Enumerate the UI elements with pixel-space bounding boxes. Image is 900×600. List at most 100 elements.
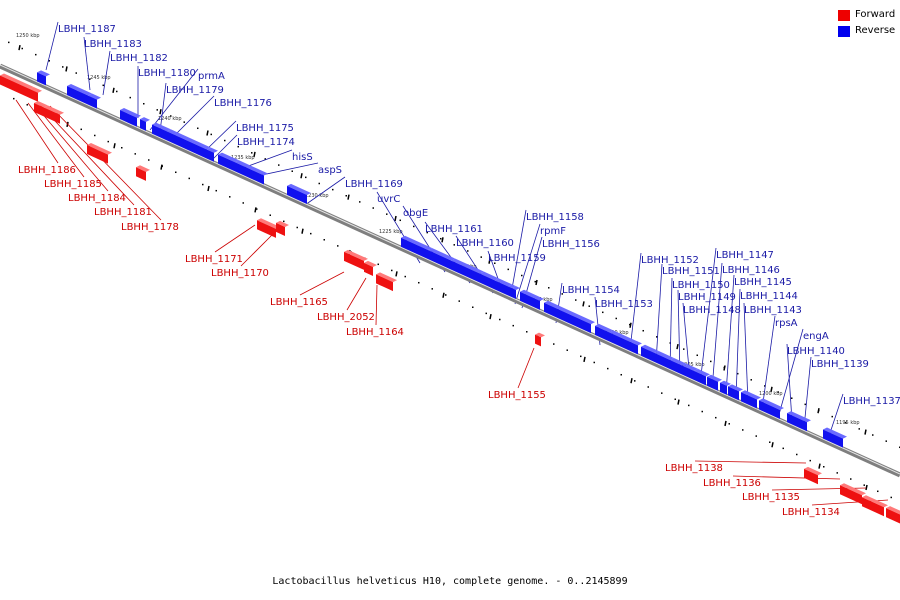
- tick-dot: [575, 299, 577, 301]
- reverse-legend-swatch: [838, 26, 850, 37]
- tick-dot: [701, 410, 703, 413]
- genome-line: [0, 63, 900, 478]
- gene-label: LBHH_1182: [110, 53, 168, 64]
- reverse-gene-arrow: [609, 330, 642, 355]
- tick-dot: [764, 385, 766, 387]
- tick-dot: [256, 208, 258, 210]
- tick-dot: [472, 306, 474, 308]
- tick-dot: [858, 428, 860, 430]
- gene-face: [759, 400, 780, 419]
- tick-dot: [148, 159, 150, 161]
- forward-gene-arrow: [87, 143, 112, 164]
- gene-top-face: [120, 108, 141, 118]
- gene-label: LBHH_1134: [782, 507, 840, 518]
- major-tick: [347, 194, 350, 200]
- gene-face: [655, 353, 670, 369]
- leader-line: [346, 277, 367, 311]
- gene-face: [728, 386, 739, 401]
- tick-dot: [337, 245, 339, 247]
- gene-face: [136, 167, 146, 181]
- tick-dot: [836, 472, 838, 474]
- gene-face: [87, 145, 108, 164]
- major-tick: [441, 237, 444, 243]
- leader-line: [669, 277, 673, 371]
- tick-dot: [593, 361, 595, 364]
- tick-dot: [224, 139, 226, 142]
- tick-dot: [323, 239, 325, 241]
- reverse-gene-arrow: [37, 70, 50, 86]
- gene-face: [707, 376, 718, 391]
- scale-label: 1230 kbp: [305, 193, 329, 199]
- tick-dot: [863, 484, 865, 486]
- gene-label: LBHH_1185: [44, 179, 102, 190]
- tick-dot: [116, 90, 118, 93]
- reverse-gene-arrow: [728, 384, 743, 401]
- scale-label: 1200 kbp: [759, 391, 783, 397]
- leader-line: [655, 263, 663, 364]
- tick-dot: [823, 466, 825, 468]
- major-tick: [300, 173, 303, 179]
- tick-dot: [656, 336, 658, 338]
- tick-dot: [494, 262, 496, 264]
- gene-face: [44, 107, 60, 124]
- major-tick: [723, 365, 726, 371]
- forward-gene-arrow: [840, 483, 866, 505]
- reverse-gene-arrow: [152, 122, 171, 141]
- forward-gene-arrow: [34, 100, 48, 117]
- gene-face: [495, 280, 508, 296]
- tick-dot: [431, 288, 433, 290]
- major-tick: [254, 207, 257, 213]
- leader-line: [829, 393, 844, 434]
- gene-top-face: [235, 160, 268, 176]
- gene-label: LBHH_1136: [703, 478, 761, 489]
- tick-dot: [269, 214, 271, 216]
- gene-top-face: [207, 147, 218, 153]
- gene-top-face: [401, 235, 432, 251]
- tick-dot: [602, 311, 604, 314]
- leader-line: [694, 460, 807, 464]
- reverse-gene-arrow: [707, 374, 722, 391]
- gene-face: [344, 251, 364, 270]
- tick-dot: [445, 294, 447, 296]
- reverse-gene-arrow: [401, 235, 432, 260]
- tick-dot: [359, 201, 361, 203]
- leader-line: [743, 302, 749, 404]
- gene-face: [401, 237, 428, 260]
- gene-face: [276, 222, 285, 237]
- gene-label: LBHH_1174: [237, 137, 295, 148]
- tick-dot: [13, 97, 15, 100]
- reverse-gene-arrow: [655, 351, 674, 369]
- tick-dot: [48, 60, 50, 62]
- leader-line: [517, 347, 535, 389]
- gene-top-face: [787, 411, 811, 423]
- major-tick: [160, 164, 163, 170]
- gene-label: LBHH_1137: [843, 396, 900, 407]
- gene-label: LBHH_1150: [672, 280, 730, 291]
- forward-gene-arrow: [376, 272, 397, 292]
- reverse-gene-arrow: [520, 289, 544, 310]
- reverse-gene-arrow: [167, 129, 211, 159]
- gene-face: [218, 154, 235, 172]
- scale-label: 1240 kbp: [158, 116, 182, 122]
- tick-dot: [237, 145, 239, 148]
- tick-dot: [332, 188, 334, 191]
- reverse-gene-arrow: [428, 248, 455, 270]
- tick-dot: [755, 435, 757, 437]
- gene-label: uvrC: [377, 194, 400, 205]
- gene-face: [804, 468, 818, 485]
- leader-line: [211, 134, 238, 161]
- tick-dot: [777, 391, 779, 393]
- gene-top-face: [276, 220, 289, 228]
- gene-label: LBHH_1165: [270, 297, 328, 308]
- tick-dot: [737, 372, 739, 375]
- gene-top-face: [140, 117, 150, 122]
- tick-dot: [134, 153, 136, 155]
- gene-label: LBHH_1152: [641, 255, 699, 266]
- tick-dot: [62, 66, 64, 68]
- gene-top-face: [67, 83, 92, 96]
- forward-gene-arrow: [30, 87, 42, 102]
- leader-line: [514, 223, 541, 305]
- tick-dot: [89, 78, 91, 80]
- gene-top-face: [30, 87, 42, 93]
- major-tick: [630, 378, 633, 384]
